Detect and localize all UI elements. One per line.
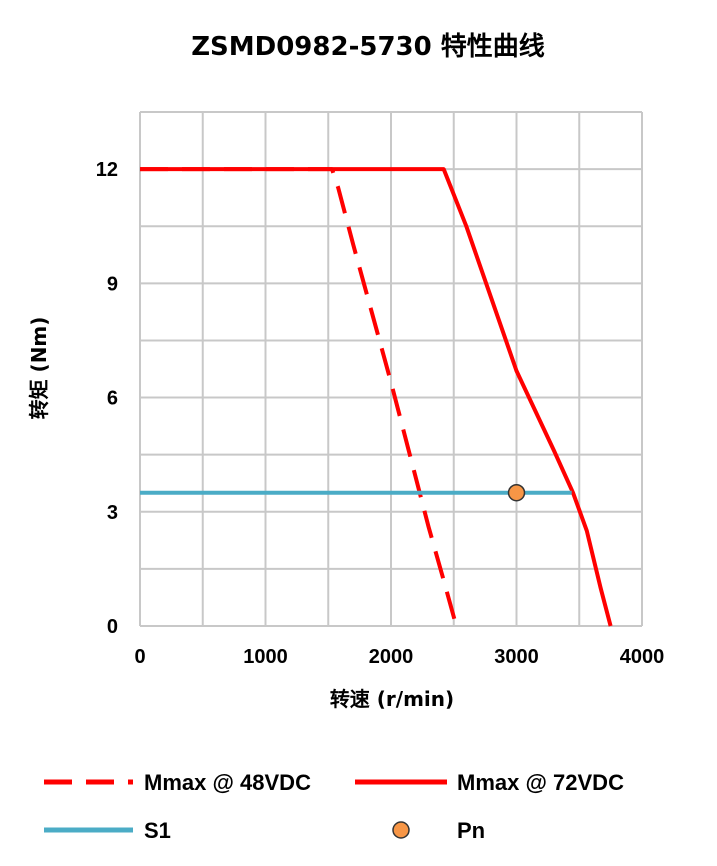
legend-label-pn: Pn [457, 818, 485, 843]
y-tick-label: 12 [96, 159, 118, 181]
series-layer [140, 167, 613, 627]
legend-label-2: S1 [144, 818, 171, 843]
x-tick-label: 1000 [243, 646, 288, 668]
x-tick-label: 0 [134, 646, 145, 668]
marker-layer [507, 483, 526, 502]
series-line-0 [140, 167, 459, 627]
legend-label-1: Mmax @ 72VDC [457, 770, 624, 795]
y-tick-label: 0 [107, 616, 118, 638]
series-line-1 [140, 167, 613, 627]
grid [139, 111, 643, 627]
x-axis-title: 转速 (r/min) [330, 687, 454, 711]
legend-marker-pn [392, 821, 410, 839]
chart-title: ZSMD0982-5730 特性曲线 [191, 31, 545, 62]
x-tick-label: 3000 [494, 646, 539, 668]
marker-point-0 [507, 483, 526, 502]
y-tick-label: 3 [107, 502, 118, 524]
y-tick-label: 6 [107, 388, 118, 410]
y-axis-title: 转矩 (Nm) [27, 317, 51, 420]
legend-label-0: Mmax @ 48VDC [144, 770, 311, 795]
y-tick-label: 9 [107, 273, 118, 295]
legend: Mmax @ 48VDC Mmax @ 72VDC S1 Pn [44, 770, 624, 843]
tick-labels: 0 1000 2000 3000 4000 0 3 6 9 12 [96, 159, 665, 668]
x-tick-label: 2000 [369, 646, 414, 668]
x-tick-label: 4000 [620, 646, 665, 668]
